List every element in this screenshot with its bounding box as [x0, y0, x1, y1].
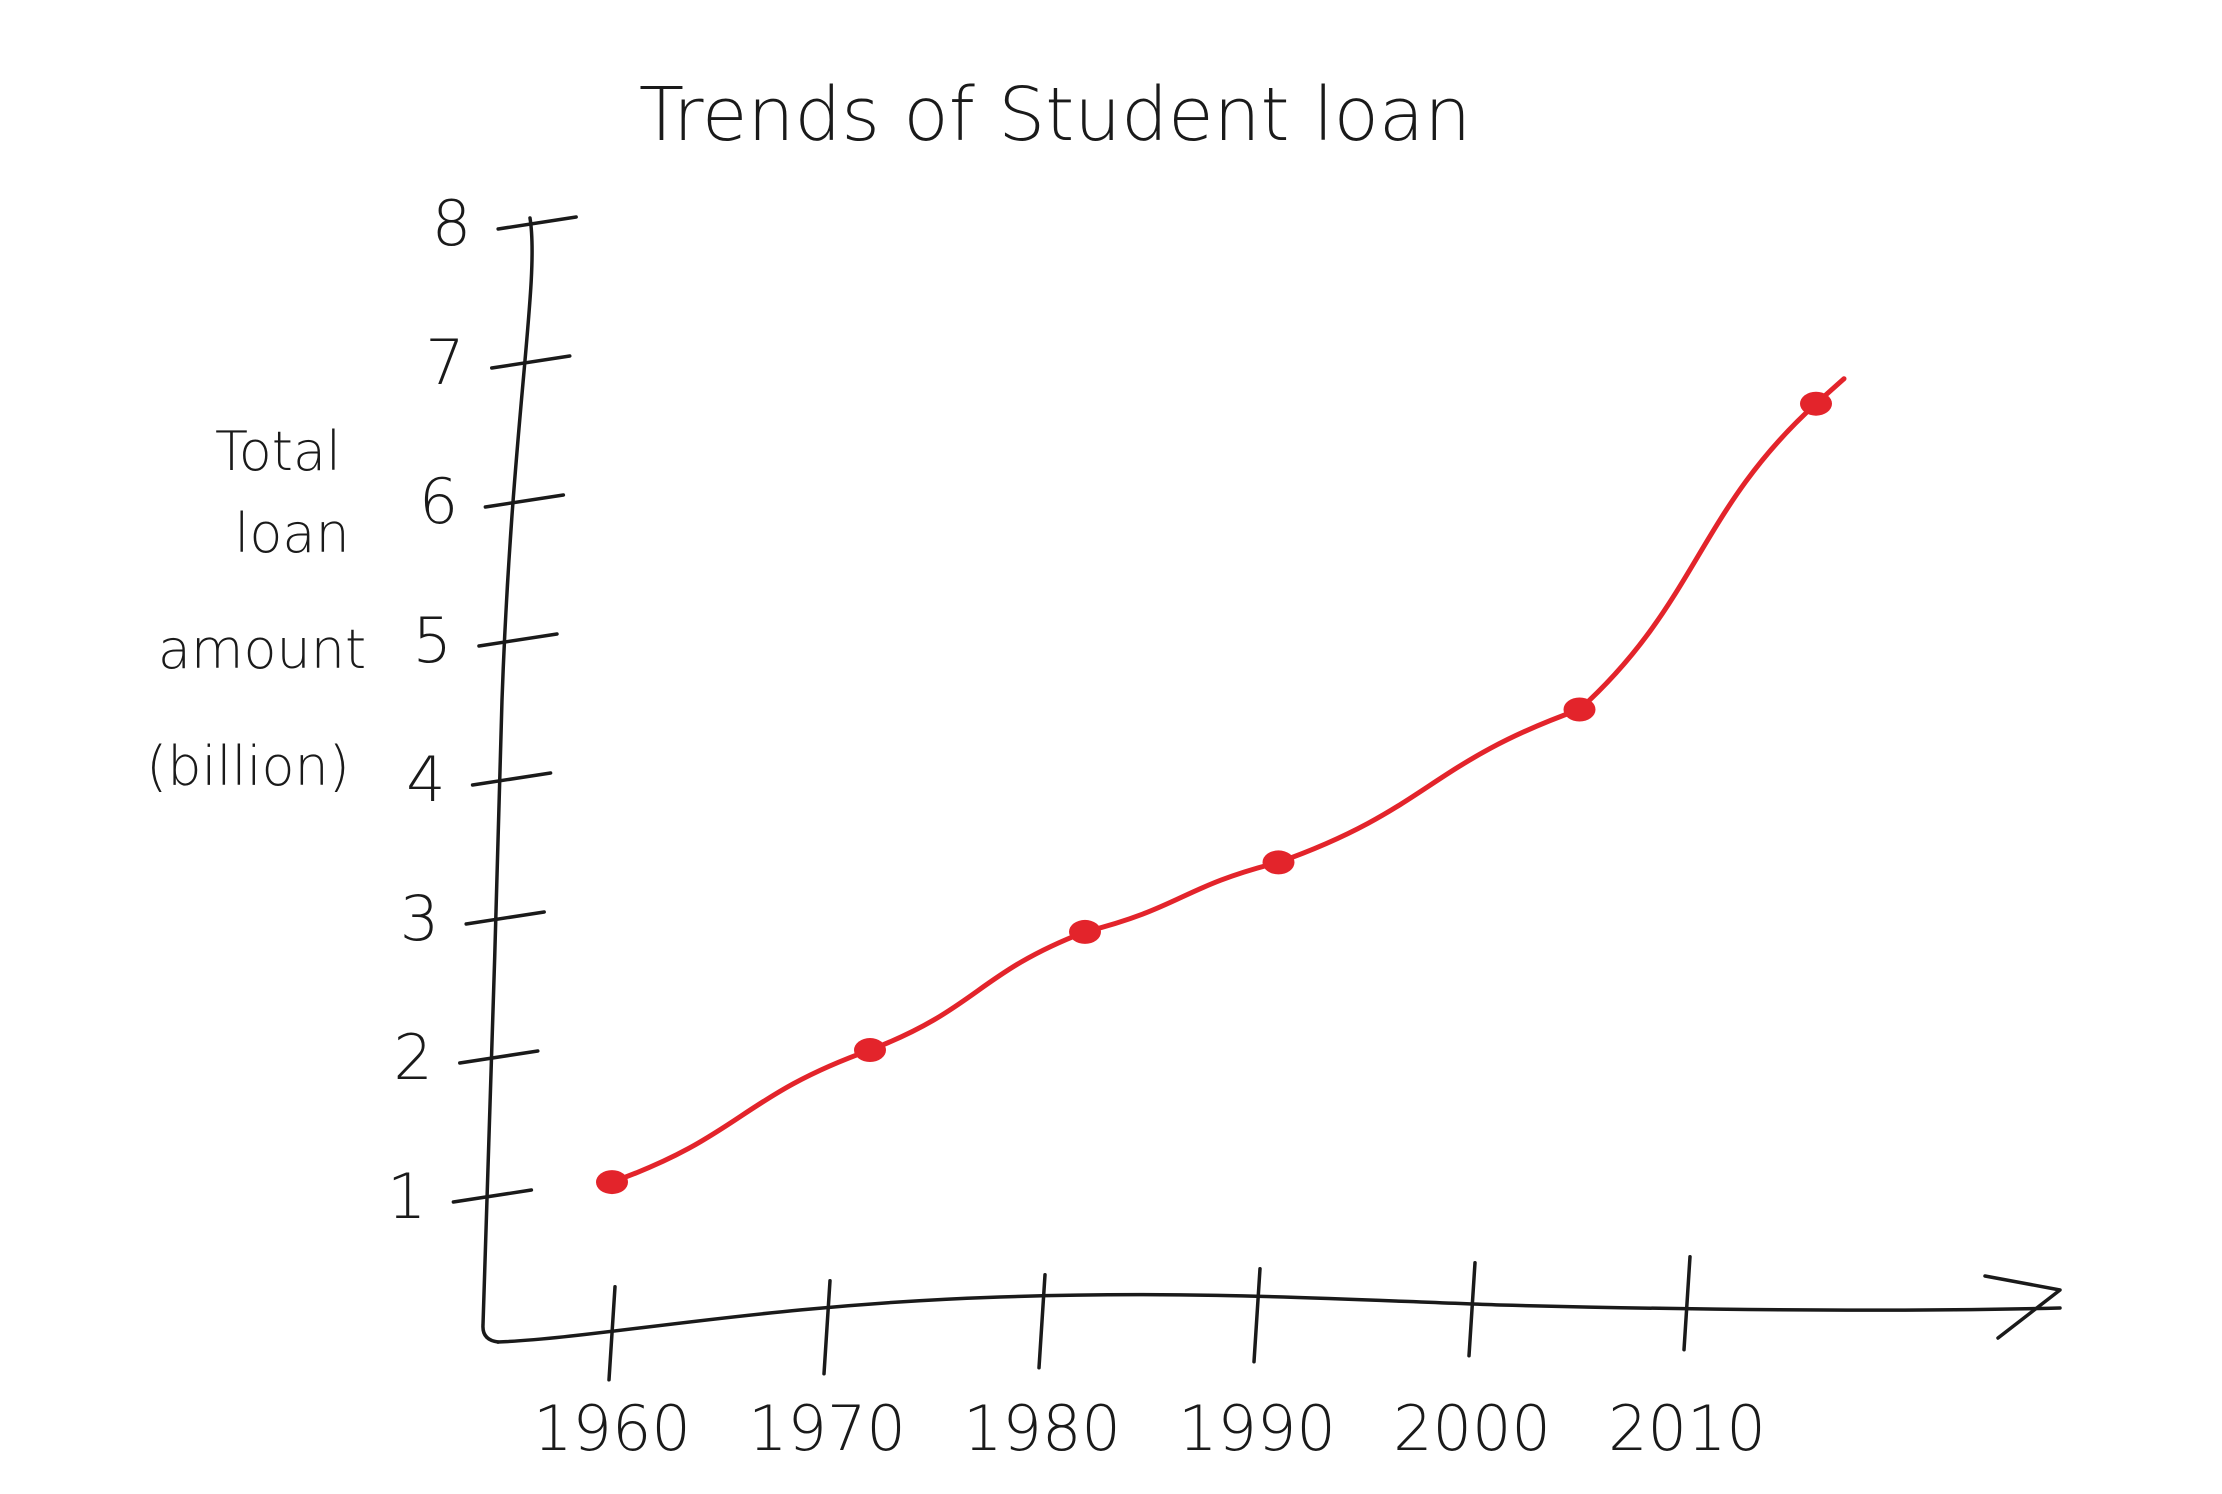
- y-axis-label-line-3: amount: [158, 618, 366, 681]
- y-tick-mark: [464, 910, 546, 926]
- y-tick-label: 5: [413, 604, 452, 677]
- series: [596, 376, 1847, 1195]
- y-tick-label: 4: [406, 743, 445, 816]
- x-axis-ticks: 1960 1970 1980 1990 2000 2010: [533, 1254, 1766, 1465]
- x-tick-label: 1980: [963, 1392, 1121, 1465]
- x-tick-mark: [822, 1279, 832, 1376]
- y-tick-label: 1: [387, 1160, 426, 1233]
- y-axis-label: Total loan amount (billion): [146, 420, 366, 798]
- y-tick-label: 8: [432, 187, 471, 260]
- x-tick-label: 2000: [1393, 1392, 1551, 1465]
- x-tick-label: 2010: [1608, 1392, 1766, 1465]
- series-line: [609, 376, 1847, 1185]
- y-tick-mark: [483, 493, 566, 509]
- y-axis-label-line-1: Total: [215, 420, 341, 483]
- x-axis-line: [496, 1292, 2062, 1344]
- data-point: [854, 1038, 886, 1063]
- y-tick-label: 6: [419, 465, 458, 538]
- y-tick-mark: [458, 1049, 540, 1065]
- chart-title: Trends of Student loan: [639, 72, 1471, 158]
- y-axis-label-line-2: loan: [234, 502, 349, 565]
- y-axis-ticks: 1 2 3 4 5 6 7 8: [387, 187, 578, 1233]
- x-tick-label: 1960: [533, 1392, 691, 1465]
- x-axis-arrow-head: [1983, 1274, 2062, 1340]
- x-tick-mark: [1467, 1260, 1477, 1358]
- data-point: [1069, 919, 1101, 944]
- x-tick-mark: [1037, 1273, 1047, 1370]
- y-tick-label: 7: [425, 326, 464, 399]
- x-tick-mark: [607, 1285, 617, 1382]
- y-axis-line: [481, 216, 534, 1344]
- y-tick-mark: [490, 354, 572, 370]
- y-tick-mark: [496, 215, 578, 231]
- y-tick-mark: [451, 1188, 534, 1204]
- y-tick-mark: [477, 632, 559, 648]
- x-tick-label: 1990: [1178, 1392, 1336, 1465]
- x-tick-mark: [1682, 1254, 1692, 1352]
- data-point: [1800, 391, 1832, 416]
- data-point: [1563, 697, 1596, 722]
- y-tick-label: 3: [400, 882, 439, 955]
- x-tick-mark: [1252, 1267, 1262, 1364]
- data-point: [596, 1170, 628, 1195]
- axes: [481, 216, 2062, 1344]
- data-point: [1262, 850, 1295, 875]
- y-tick-mark: [470, 771, 553, 787]
- y-axis-label-line-4: (billion): [146, 735, 350, 798]
- y-tick-label: 2: [393, 1021, 432, 1094]
- x-tick-label: 1970: [748, 1392, 906, 1465]
